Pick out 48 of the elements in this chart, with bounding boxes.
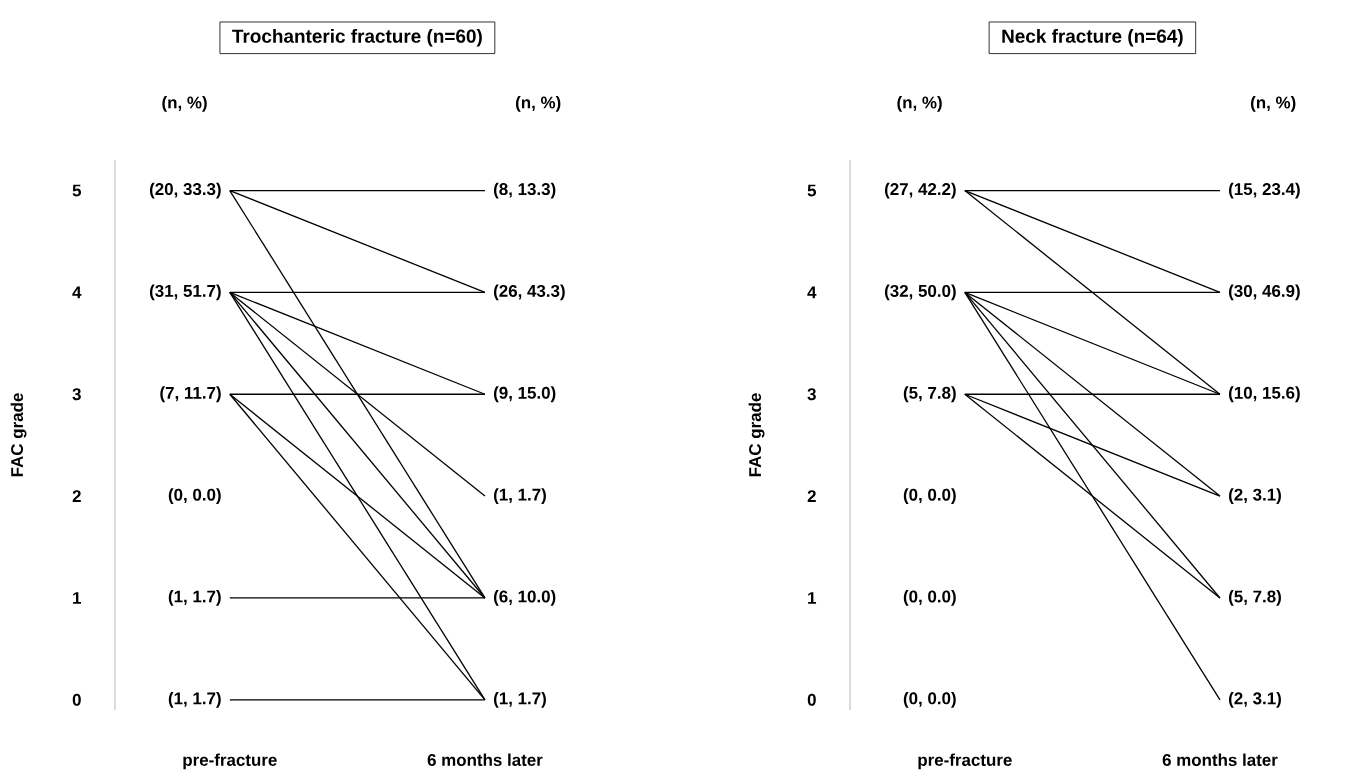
annotation: (5, 7.8): [903, 386, 956, 403]
y-tick-label: 4: [72, 286, 82, 299]
annotation: (8, 13.3): [493, 182, 556, 199]
y-tick-label: 1: [808, 592, 817, 604]
y-tick-label: 5: [72, 184, 82, 197]
annotation: (1, 1.7): [493, 488, 546, 504]
y-axis-title: FAC grade: [748, 393, 765, 477]
chart-title: Neck fracture (n=64): [1002, 28, 1183, 47]
y-axis-title: FAC grade: [10, 393, 27, 477]
annotation: (10, 15.6): [1229, 386, 1300, 403]
annotation: (5, 7.8): [1229, 590, 1281, 606]
annotation: (15, 23.4): [1229, 182, 1300, 199]
x-tick-label: pre-fracture: [183, 753, 277, 770]
annotation: (7, 11.7): [160, 386, 221, 403]
text: (n, %): [897, 96, 942, 112]
y-tick-label: 0: [72, 693, 81, 706]
annotation: (9, 15.0): [493, 386, 556, 403]
annotation: (0, 0.0): [903, 590, 956, 606]
annotation: (1, 1.7): [493, 691, 546, 708]
annotation: (0, 0.0): [903, 691, 956, 708]
x-tick-label: 6 months later: [427, 753, 543, 766]
annotation: (0, 0.0): [903, 488, 956, 504]
y-tick-label: 2: [72, 490, 81, 503]
x-tick-label: 6 months later: [1162, 753, 1278, 766]
annotation: (1, 1.7): [168, 691, 221, 708]
x-tick-label: pre-fracture: [918, 753, 1012, 770]
annotation: (6, 10.0): [493, 590, 556, 606]
annotation: (2, 3.1): [1229, 488, 1281, 504]
chart-title: Trochanteric fracture (n=60): [232, 28, 482, 47]
annotation: (27, 42.2): [884, 182, 956, 199]
annotation: (31, 51.7): [149, 284, 221, 301]
text: (n, %): [162, 96, 207, 112]
y-tick-label: 2: [807, 490, 816, 503]
y-tick-label: 3: [72, 388, 81, 401]
y-tick-label: 0: [807, 693, 816, 706]
y-tick-label: 5: [807, 184, 817, 197]
annotation: (32, 50.0): [884, 284, 956, 301]
annotation: (0, 0.0): [168, 488, 221, 504]
text: (n, %): [1251, 96, 1296, 112]
y-tick-label: 4: [807, 286, 817, 299]
y-tick-label: 1: [73, 592, 82, 604]
annotation: (30, 46.9): [1229, 284, 1300, 301]
annotation: (26, 43.3): [493, 284, 565, 301]
annotation: (2, 3.1): [1229, 691, 1281, 708]
text: (n, %): [515, 96, 561, 112]
y-tick-label: 3: [807, 388, 816, 401]
annotation: (20, 33.3): [149, 182, 221, 199]
annotation: (1, 1.7): [168, 590, 221, 606]
